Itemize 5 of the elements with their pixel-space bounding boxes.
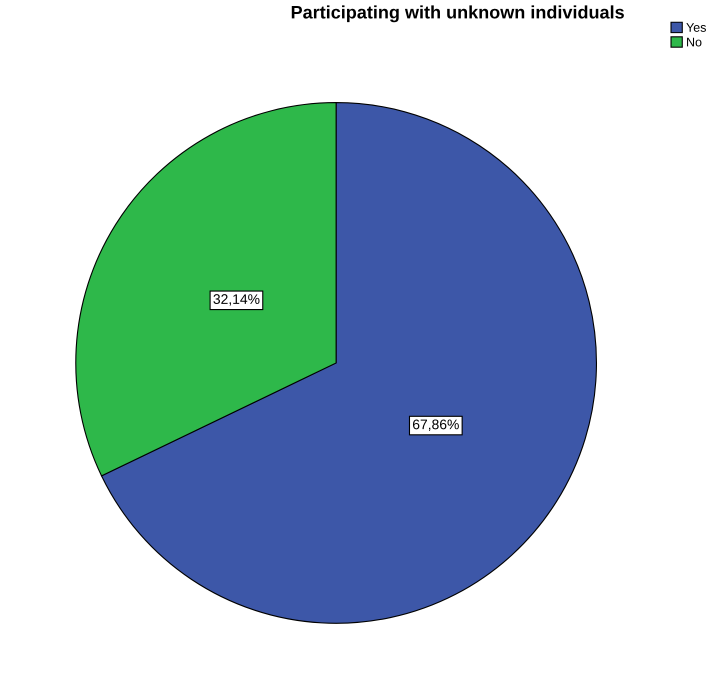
data-label: 67,86% (412, 419, 459, 431)
legend-label: Yes (686, 23, 706, 32)
legend-label: No (687, 38, 702, 46)
chart-title: Participating with unknown individuals (292, 5, 624, 22)
data-label: 32,14% (213, 294, 260, 306)
